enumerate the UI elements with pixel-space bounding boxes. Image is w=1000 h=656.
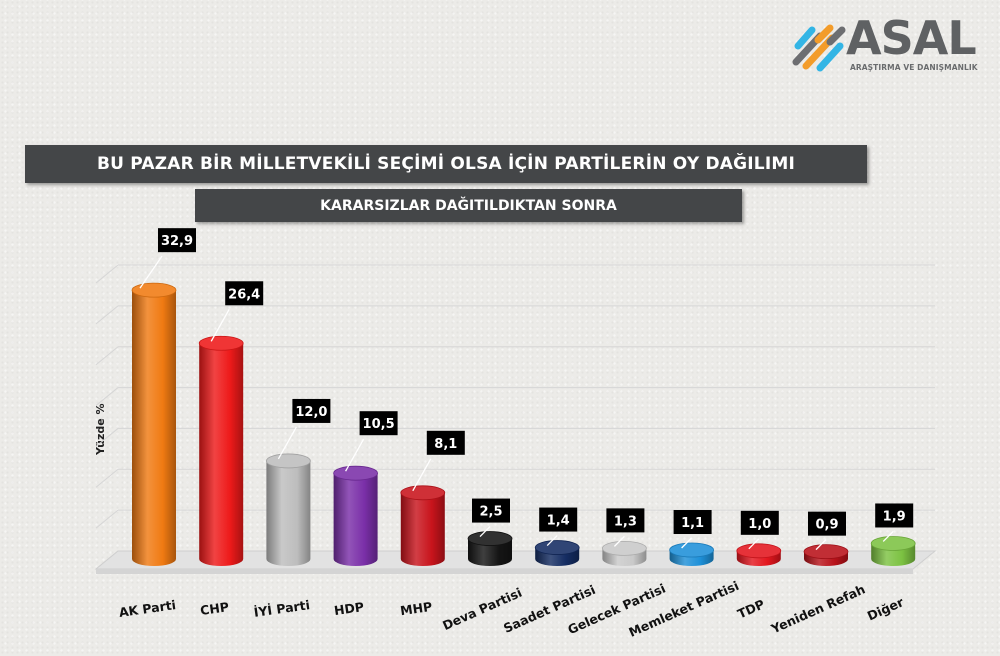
value-label: 1,0 [748,517,771,532]
bar-top [736,543,782,559]
callout-line [546,535,558,547]
bar-top [602,540,647,556]
category-label: AK Parti [118,597,177,620]
value-label: 2,5 [479,505,502,520]
gridline-side [95,428,119,447]
bar-top [198,335,244,351]
category-label: CHP [199,599,230,618]
logo-name: ASAL [846,11,977,65]
asal-logo-mark-icon [792,24,846,72]
category-label: Yeniden Refah [768,581,867,636]
bar-top [803,544,849,560]
category-label: MHP [399,599,433,618]
logo-stroke [794,26,816,50]
bar-top [265,453,311,469]
callout-line [882,531,894,542]
callout-line [613,535,625,547]
callout-line [277,426,297,460]
bar [199,343,244,566]
value-label-box [426,430,465,455]
callout-line [139,255,163,289]
value-label-box [292,398,331,423]
value-label-box [606,508,645,533]
gridline-side [95,346,119,366]
bar [333,473,378,566]
gridline-side [95,509,119,529]
bar [400,492,445,566]
callout-line [412,458,432,492]
chart-subtitle: KARARSIZLAR DAĞITILDIKTAN SONRA [195,189,742,222]
value-label-box [225,281,264,306]
bar [266,460,311,566]
value-label-box [740,510,779,535]
value-label-box [539,507,578,532]
logo-stroke [826,26,846,46]
callout-line [748,538,760,550]
value-label-box [875,503,914,528]
bar-top [467,531,513,546]
chart-title: BU PAZAR BİR MİLLETVEKİLİ SEÇİMİ OLSA İÇ… [25,145,867,183]
bar-chart: 32,9 AK Parti 26,4 CHP 12,0 İYİ Parti 10,5 HDP 8… [94,228,937,640]
chart-floor-edge [96,569,913,574]
callout-line [345,438,365,472]
category-label: HDP [333,599,365,618]
callout-line [479,526,491,538]
asal-logo: ASAL ARAŞTIRMA VE DANIŞMANLIK [790,11,995,78]
bar-top [669,542,714,558]
value-label: 1,9 [883,509,906,524]
logo-subtitle: ARAŞTIRMA VE DANIŞMANLIK [850,63,978,72]
value-label: 0,9 [815,518,838,533]
category-label: Memleket Partisi [626,578,741,640]
value-label-box [158,228,196,253]
bar [132,290,176,566]
value-label: 26,4 [228,287,260,302]
bar-top [131,282,177,298]
category-label: İYİ Parti [253,597,311,620]
bar-top [333,465,379,481]
logo-stroke [816,42,844,72]
bar-top [400,485,446,501]
gridline-side [95,387,119,406]
value-label-box [472,498,510,523]
bar-top [870,536,916,551]
value-label: 1,4 [547,514,570,529]
value-label: 32,9 [161,234,193,249]
gridline-side [95,305,119,325]
value-label: 10,5 [363,417,395,432]
callout-line [681,537,693,549]
bar-top [534,540,580,555]
value-label: 12,0 [295,405,327,420]
callout-line [210,308,230,342]
value-label-box [673,510,712,535]
value-label: 1,3 [614,514,637,529]
gridline-side [95,264,119,284]
value-label: 8,1 [434,437,457,452]
callout-line [815,539,827,551]
gridline-side [95,468,119,488]
value-label-box [359,411,398,436]
category-label: TDP [735,596,767,621]
logo-stroke [814,24,834,44]
value-label-box [808,511,846,536]
category-label: Diğer [865,594,907,624]
value-label: 1,1 [681,516,704,531]
bar [468,538,512,566]
